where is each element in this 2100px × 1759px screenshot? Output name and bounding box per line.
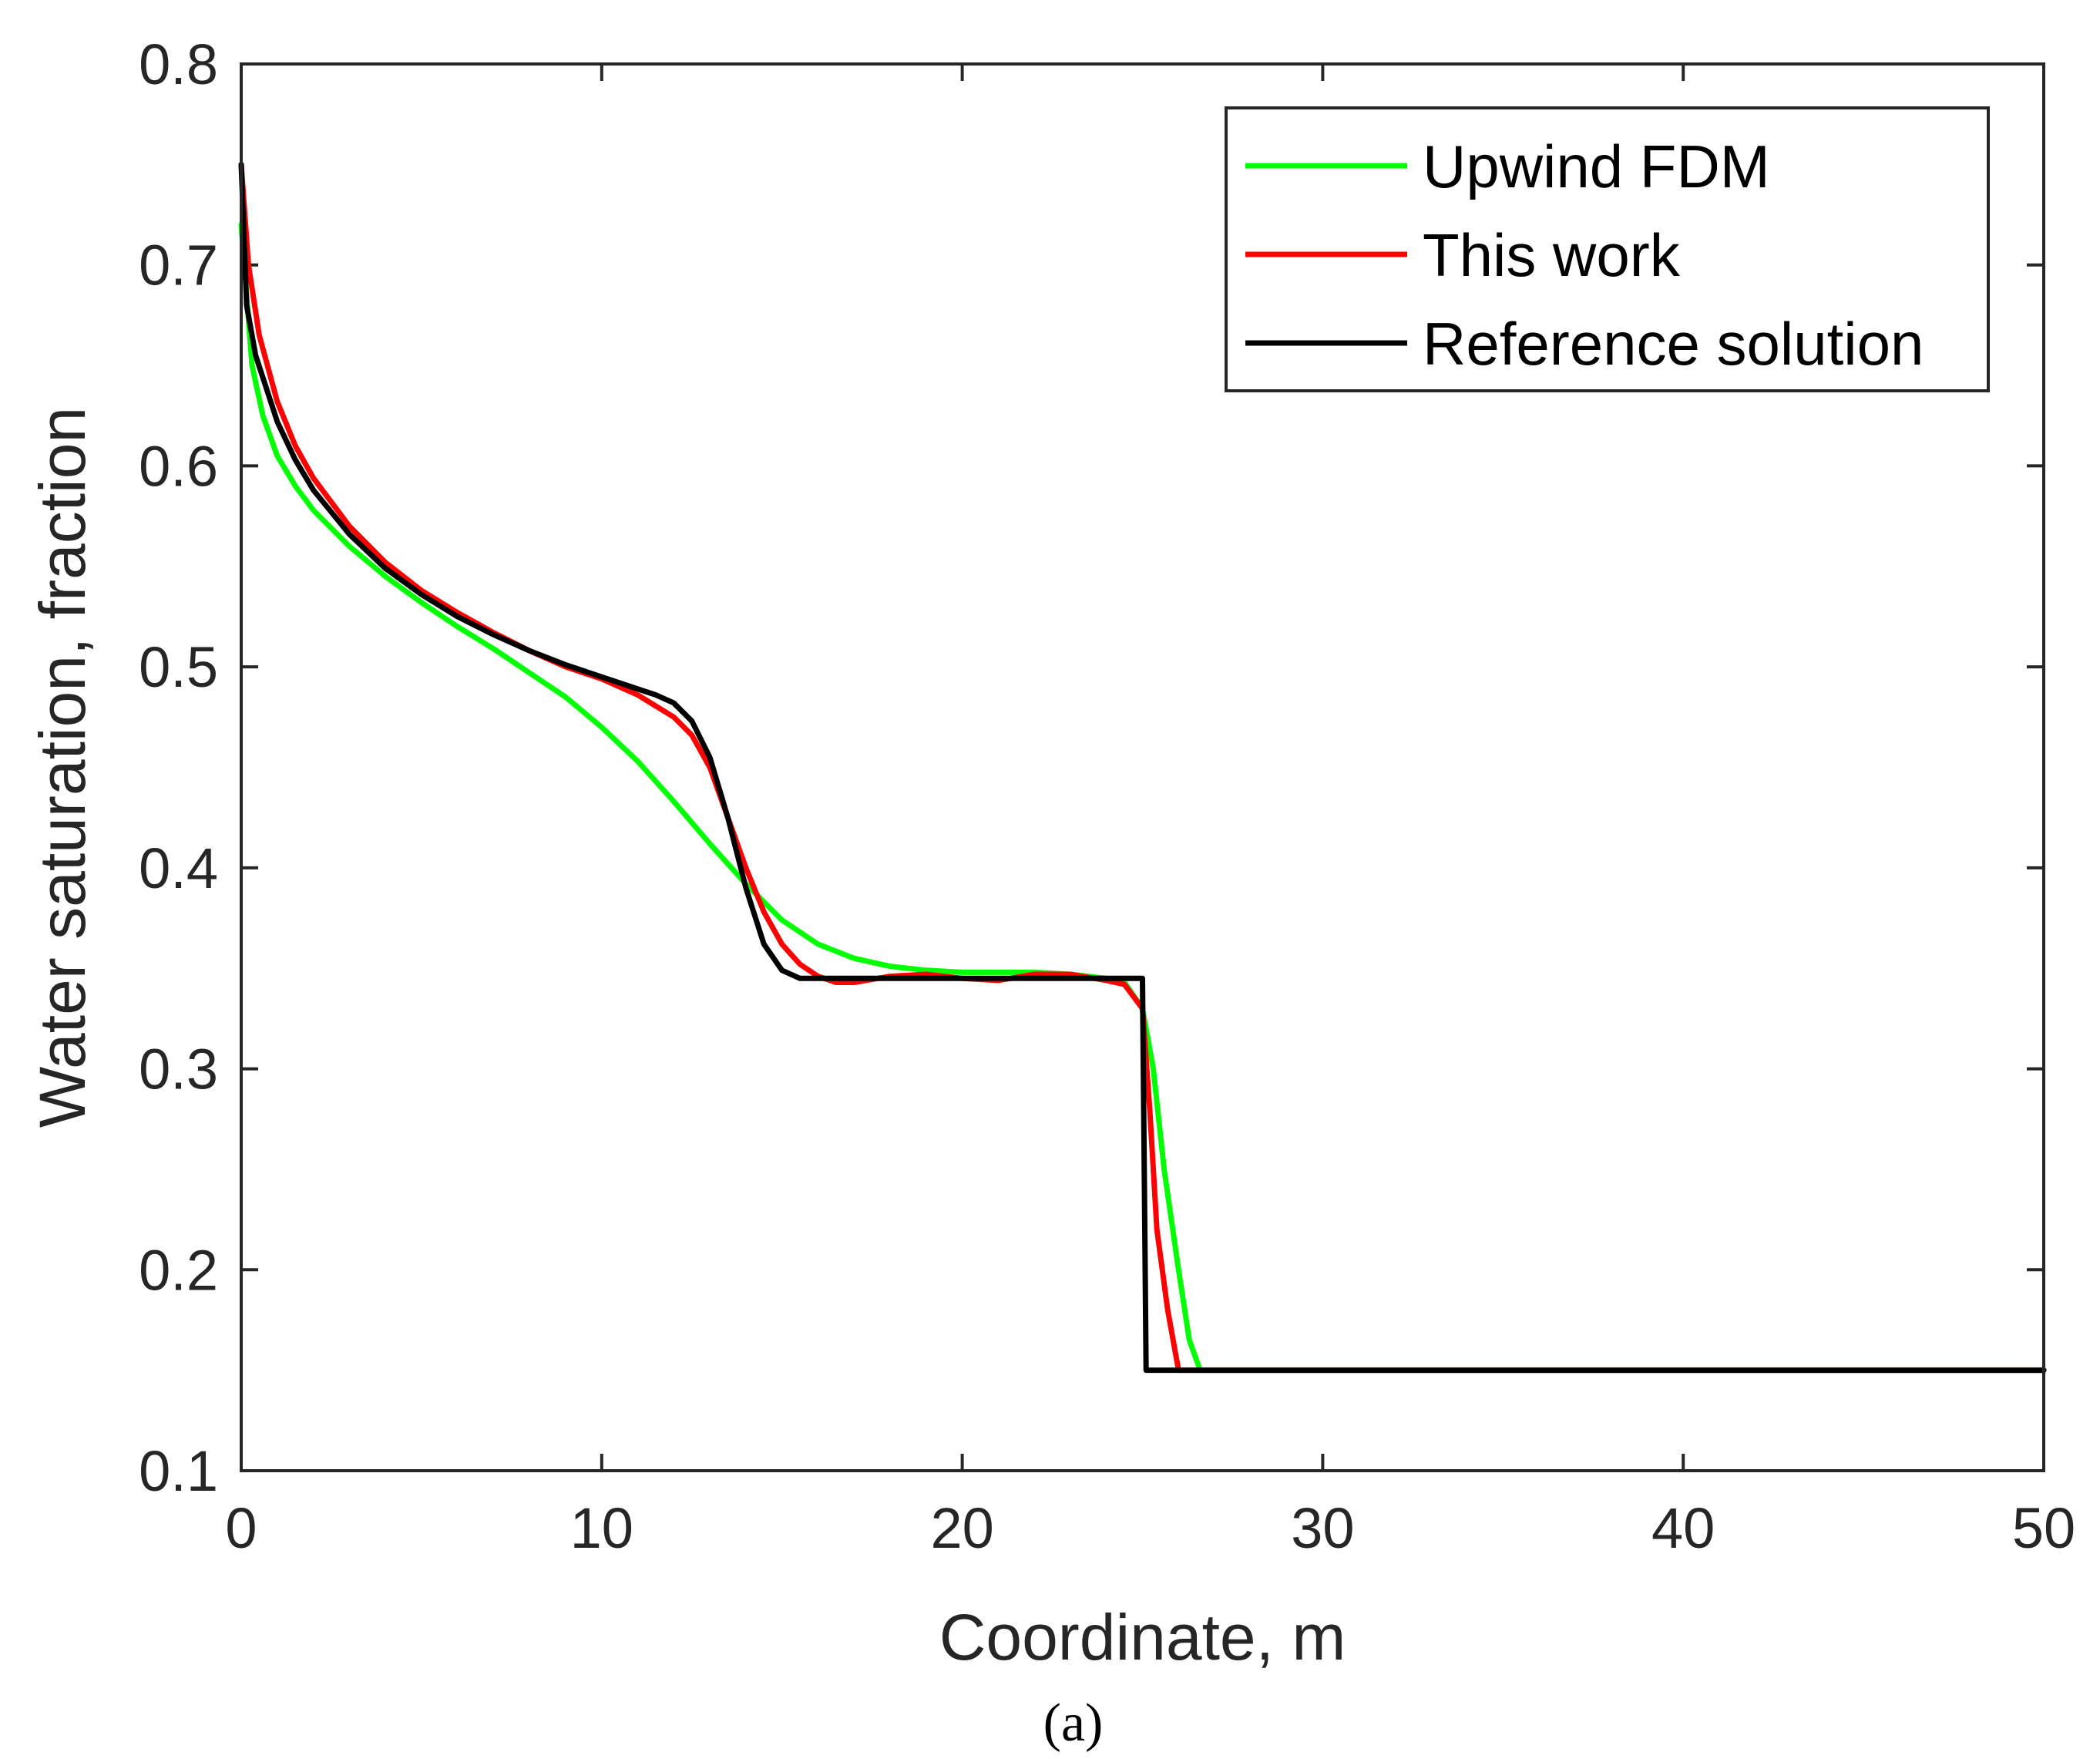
y-tick-label: 0.5 <box>139 635 218 699</box>
x-tick-label: 20 <box>930 1496 993 1560</box>
y-tick-label: 0.8 <box>139 32 218 96</box>
x-tick-label: 10 <box>570 1496 633 1560</box>
legend-label-2: This work <box>1423 221 1681 289</box>
legend-label-3: Reference solution <box>1423 310 1924 378</box>
figure-caption: (a) <box>1043 1693 1104 1753</box>
y-tick-label: 0.1 <box>139 1439 218 1503</box>
x-tick-label: 30 <box>1291 1496 1354 1560</box>
y-axis-label: Water saturation, fraction <box>26 407 99 1128</box>
y-tick-label: 0.2 <box>139 1238 218 1302</box>
tick-labels: 0 10 20 30 40 50 0.1 0.2 0.3 0.4 0.5 0.6 0.7 0.8 <box>139 32 2075 1560</box>
series-line-2 <box>238 161 2047 1374</box>
x-tick-label: 40 <box>1651 1496 1715 1560</box>
x-tick-label: 50 <box>2012 1496 2075 1560</box>
series-line-1 <box>238 222 2047 1374</box>
series-line-3 <box>238 161 2047 1374</box>
legend: Upwind FDM This work Reference solution <box>1225 106 1990 392</box>
legend-label-1: Upwind FDM <box>1423 133 1770 200</box>
y-tick-label: 0.7 <box>139 234 218 298</box>
x-axis-label: Coordinate, m <box>939 1601 1346 1673</box>
plot-lines <box>238 161 2047 1374</box>
y-tick-label: 0.4 <box>139 836 218 900</box>
axes-frame <box>240 62 2045 1472</box>
y-tick-label: 0.6 <box>139 434 218 498</box>
y-tick-label: 0.3 <box>139 1038 218 1101</box>
x-tick-label: 0 <box>225 1496 257 1560</box>
